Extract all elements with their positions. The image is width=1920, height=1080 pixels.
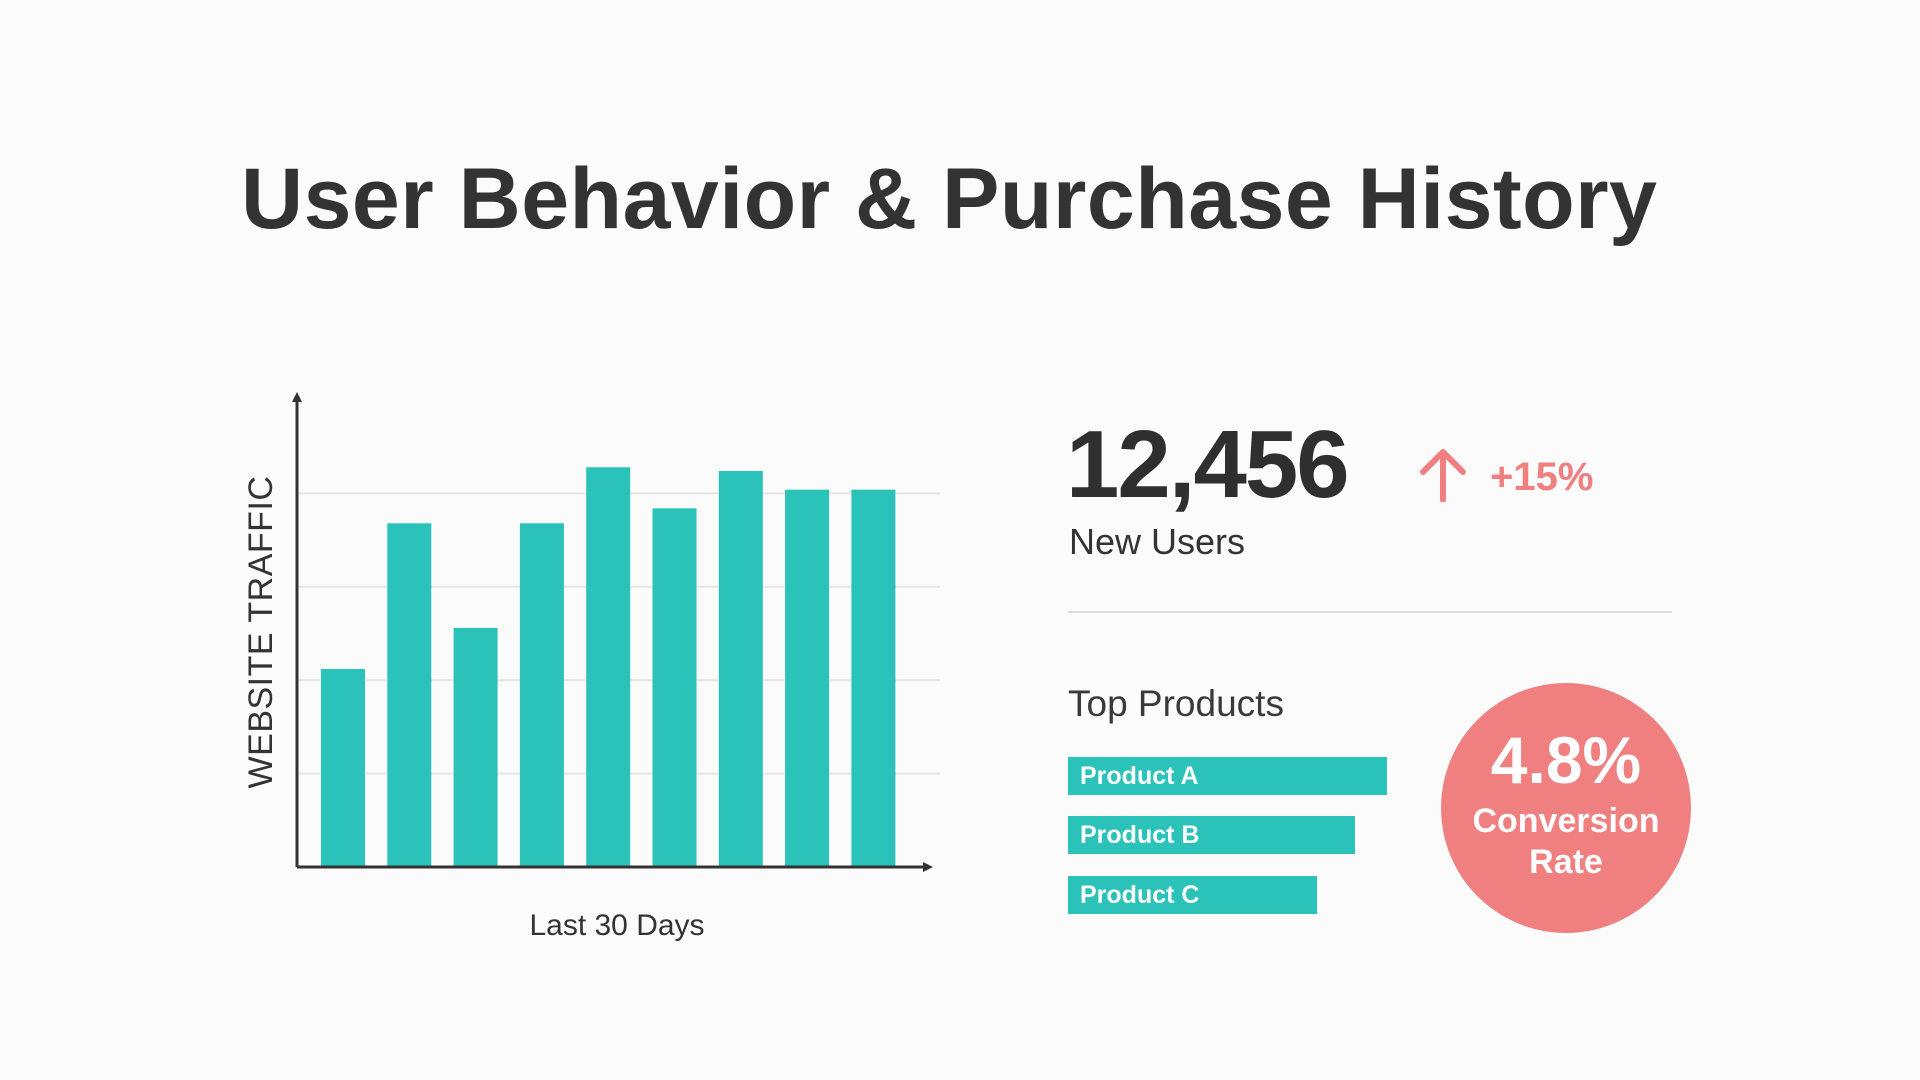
product-label: Product A xyxy=(1080,761,1199,790)
website-traffic-chart: WEBSITE TRAFFIC Last 30 Days xyxy=(242,392,940,942)
bar-6 xyxy=(652,508,697,867)
product-bar-b: Product B xyxy=(1068,816,1355,854)
page-title: User Behavior & Purchase History xyxy=(241,151,1658,247)
new-users-label: New Users xyxy=(1069,521,1246,562)
product-label: Product B xyxy=(1080,820,1200,849)
bar-5 xyxy=(586,467,631,867)
product-bar-a: Product A xyxy=(1068,757,1387,795)
bar-3 xyxy=(453,627,498,867)
conversion-rate-value: 4.8% xyxy=(1490,723,1642,798)
top-products-heading: Top Products xyxy=(1068,683,1284,724)
product-label: Product C xyxy=(1080,880,1200,909)
new-users-value: 12,456 xyxy=(1066,411,1350,518)
bar-2 xyxy=(387,523,432,867)
section-divider xyxy=(1068,611,1672,613)
y-axis-label: WEBSITE TRAFFIC xyxy=(242,476,280,789)
arrow-up-icon xyxy=(1420,449,1466,502)
chart-bars xyxy=(321,467,896,867)
bar-9 xyxy=(851,489,896,867)
product-bar-c: Product C xyxy=(1068,876,1317,914)
bar-1 xyxy=(321,668,365,867)
conversion-rate-badge: 4.8% Conversion Rate xyxy=(1441,683,1691,933)
conversion-rate-label: Conversion Rate xyxy=(1472,802,1660,881)
bar-8 xyxy=(785,489,830,867)
new-users-change: +15% xyxy=(1490,455,1594,499)
bar-7 xyxy=(718,470,763,867)
bar-4 xyxy=(519,523,564,867)
x-axis-label: Last 30 Days xyxy=(529,909,704,942)
